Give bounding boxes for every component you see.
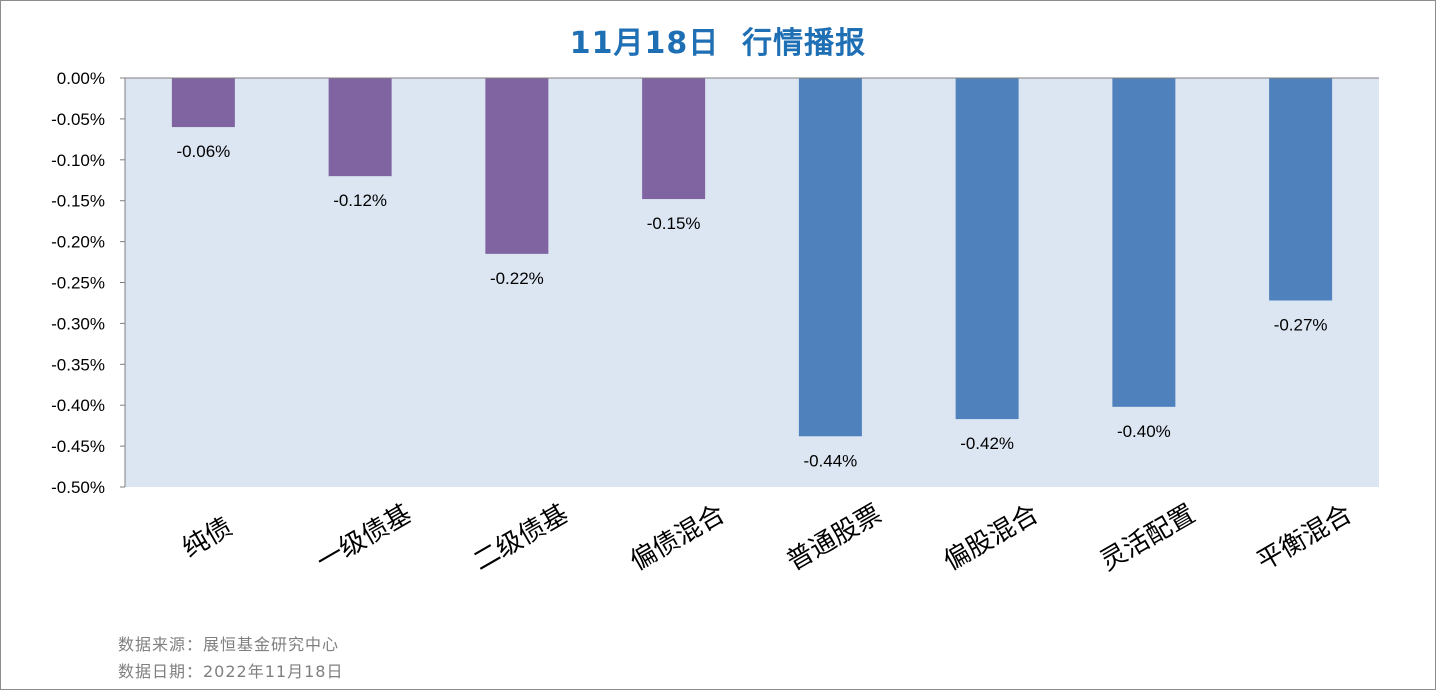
category-label: 平衡混合 (1252, 499, 1357, 577)
bar (1269, 78, 1333, 301)
bar (171, 78, 235, 128)
category-label: 偏债混合 (625, 499, 730, 577)
footer-source: 数据来源：展恒基金研究中心 (118, 635, 340, 654)
y-tick-label: -0.10% (51, 151, 105, 170)
y-tick-label: -0.40% (51, 396, 105, 415)
plot-area (125, 78, 1379, 487)
y-tick-label: -0.25% (51, 274, 105, 293)
y-tick-label: -0.15% (51, 192, 105, 211)
data-label: -0.42% (960, 434, 1014, 453)
y-tick-label: -0.50% (51, 478, 105, 497)
data-label: -0.12% (333, 191, 387, 210)
footer-date: 数据日期：2022年11月18日 (118, 662, 344, 681)
bar (1112, 78, 1176, 407)
data-label: -0.44% (803, 451, 857, 470)
data-label: -0.15% (647, 214, 701, 233)
category-label: 灵活配置 (1095, 499, 1200, 577)
bar (328, 78, 392, 177)
y-tick-label: -0.20% (51, 233, 105, 252)
bar (955, 78, 1019, 420)
data-label: -0.27% (1274, 315, 1328, 334)
category-label: 普通股票 (782, 499, 887, 577)
y-tick-label: -0.30% (51, 314, 105, 333)
bar (798, 78, 862, 437)
y-tick-label: -0.05% (51, 110, 105, 129)
y-tick-label: -0.45% (51, 437, 105, 456)
y-tick-label: -0.35% (51, 355, 105, 374)
category-label: 二级债基 (468, 499, 573, 577)
y-tick-label: 0.00% (57, 69, 105, 88)
data-label: -0.06% (176, 142, 230, 161)
category-label: 一级债基 (312, 499, 417, 577)
category-label: 纯债 (177, 512, 237, 564)
bar (485, 78, 549, 254)
chart-title: 11月18日 行情播报 (569, 26, 867, 61)
data-label: -0.22% (490, 269, 544, 288)
category-label: 偏股混合 (939, 499, 1044, 577)
data-label: -0.40% (1117, 422, 1171, 441)
bar (642, 78, 706, 200)
